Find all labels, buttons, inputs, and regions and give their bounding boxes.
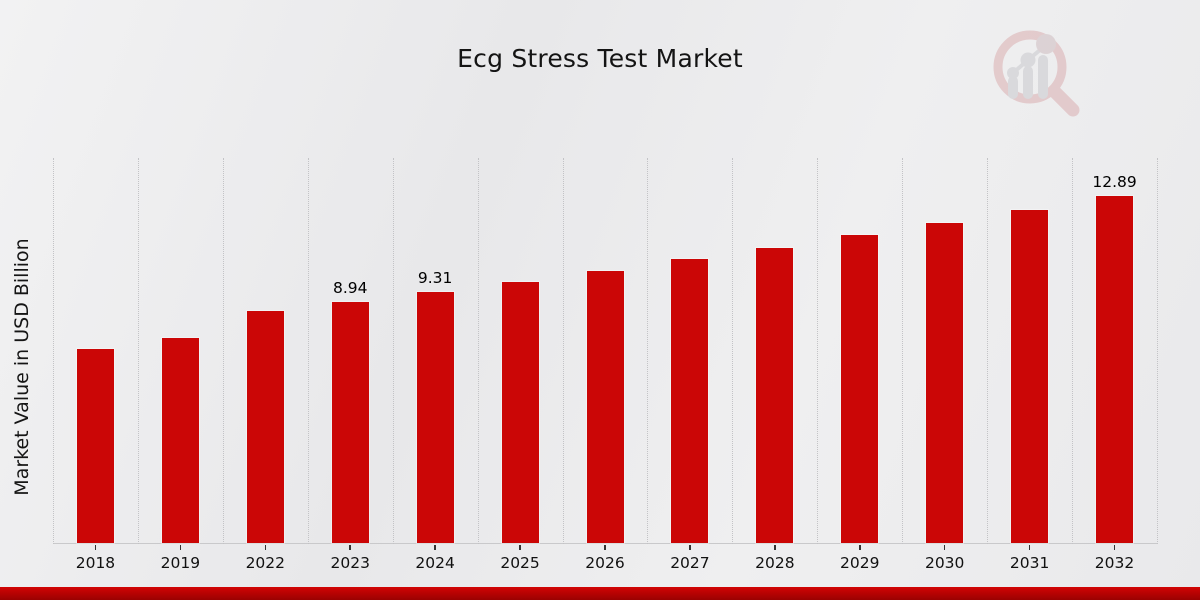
gridline <box>1072 158 1074 544</box>
x-tick-label-2027: 2027 <box>670 554 710 572</box>
bar-2029 <box>841 235 879 543</box>
gridline <box>987 158 989 544</box>
gridline <box>1157 158 1158 544</box>
x-axis-tick <box>1028 545 1031 550</box>
bar-2023 <box>331 302 369 543</box>
bar-2026 <box>586 271 624 543</box>
x-axis-tick <box>859 545 861 550</box>
x-axis-tick <box>349 545 351 550</box>
gridline <box>137 158 139 544</box>
y-axis-label: Market Value in USD Billion <box>11 238 33 496</box>
chart-title: Ecg Stress Test Market <box>457 44 743 73</box>
gridline <box>477 158 479 544</box>
gridline <box>307 158 309 544</box>
bar-2018 <box>76 349 114 543</box>
x-tick-label-2024: 2024 <box>415 554 455 572</box>
x-tick-label-2029: 2029 <box>840 554 880 572</box>
plot-area: 2018 2019 2022 2023 8.94 2024 9.31 2025 2026 2027… <box>53 158 1158 572</box>
bar-value-label-2024: 9.31 <box>417 269 453 287</box>
x-tick-label-2022: 2022 <box>245 554 286 572</box>
bar-2027 <box>671 259 709 543</box>
x-axis-tick <box>434 545 436 550</box>
bar-2028 <box>756 248 794 543</box>
x-tick-label-2026: 2026 <box>585 554 625 572</box>
bar-2024 <box>416 292 454 543</box>
bar-2019 <box>161 338 199 543</box>
x-axis-tick <box>519 545 521 550</box>
x-axis-tick <box>264 545 267 550</box>
x-axis-tick <box>604 545 606 550</box>
x-axis-tick <box>943 545 946 550</box>
bar-value-label-2023: 8.94 <box>332 279 368 297</box>
x-tick-label-2030: 2030 <box>924 554 965 572</box>
x-axis-tick <box>179 545 182 550</box>
x-tick-label-2028: 2028 <box>755 554 795 572</box>
gridline <box>53 158 54 544</box>
x-axis-tick <box>774 545 776 550</box>
bar-2025 <box>501 282 539 543</box>
gridline <box>817 158 819 544</box>
gridline <box>222 158 224 544</box>
x-tick-label-2032: 2032 <box>1094 554 1135 572</box>
gridline <box>732 158 734 544</box>
x-axis-tick <box>94 545 97 550</box>
gridline <box>562 158 564 544</box>
x-tick-label-2023: 2023 <box>330 554 370 572</box>
bar-2030 <box>926 223 964 543</box>
bar-2031 <box>1011 210 1049 543</box>
x-axis-tick <box>1113 545 1116 550</box>
bar-2022 <box>246 311 284 543</box>
footer-red-strip <box>0 587 1200 600</box>
x-tick-label-2031: 2031 <box>1009 554 1050 572</box>
magnifier-bar-chart-logo-icon <box>993 30 1080 117</box>
x-axis-tick <box>689 545 691 550</box>
x-tick-label-2018: 2018 <box>75 554 116 572</box>
x-tick-label-2025: 2025 <box>500 554 540 572</box>
x-axis-line <box>53 543 1157 544</box>
gridline <box>392 158 394 544</box>
bar-value-label-2032: 12.89 <box>1092 173 1137 191</box>
x-tick-label-2019: 2019 <box>160 554 201 572</box>
gridline <box>647 158 649 544</box>
gridline <box>902 158 904 544</box>
bar-2032 <box>1096 196 1134 543</box>
